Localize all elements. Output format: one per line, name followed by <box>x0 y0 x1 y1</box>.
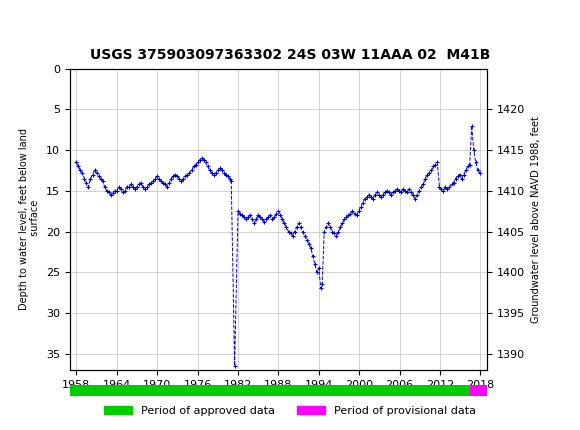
Y-axis label: Depth to water level, feet below land
 surface: Depth to water level, feet below land su… <box>19 128 40 310</box>
Text: ≡USGS: ≡USGS <box>12 14 70 33</box>
Bar <box>470 385 487 396</box>
Legend: Period of approved data, Period of provisional data: Period of approved data, Period of provi… <box>100 401 480 420</box>
Y-axis label: Groundwater level above NAVD 1988, feet: Groundwater level above NAVD 1988, feet <box>531 116 541 323</box>
Text: USGS 375903097363302 24S 03W 11AAA 02  M41B: USGS 375903097363302 24S 03W 11AAA 02 M4… <box>90 48 490 62</box>
